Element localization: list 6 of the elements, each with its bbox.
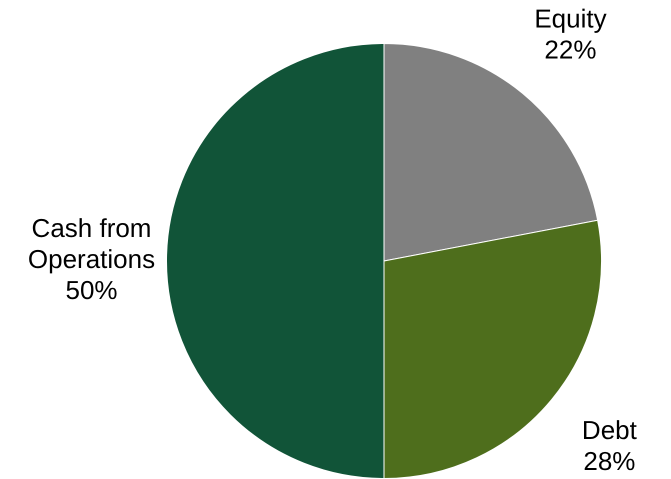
slice-label: Cash from Operations	[28, 213, 156, 274]
slice-label: Debt	[582, 415, 638, 446]
data-label: 50%	[65, 275, 118, 306]
data-label: 28%	[583, 446, 636, 476]
data-label: 22%	[544, 34, 596, 64]
slice-label: Equity	[534, 3, 607, 34]
